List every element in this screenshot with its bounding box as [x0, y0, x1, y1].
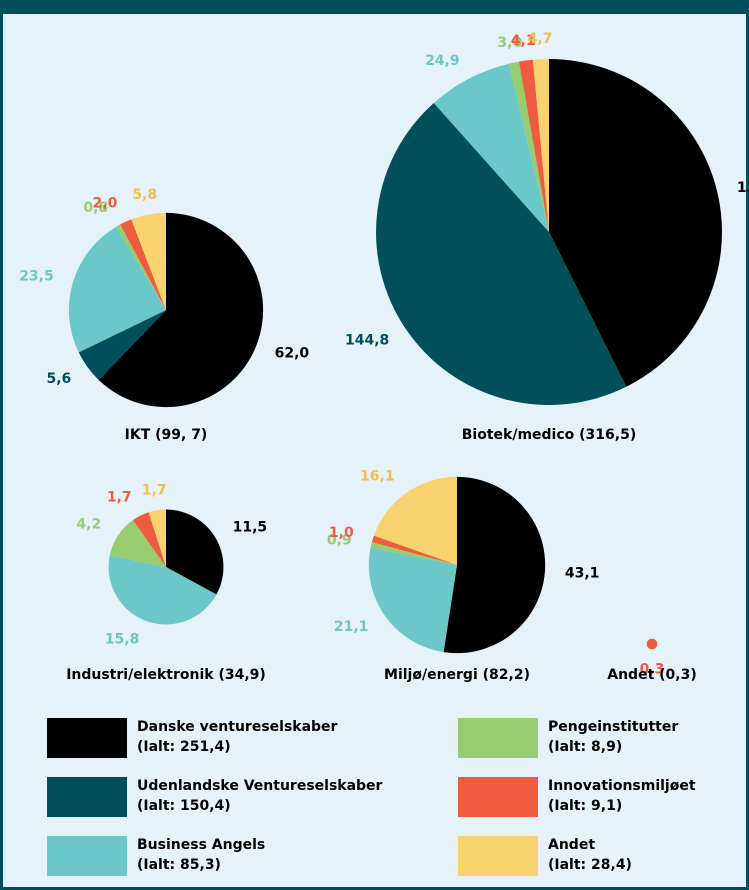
legend-swatch — [47, 836, 127, 876]
legend-label: Andet — [548, 837, 595, 853]
value-label: 4,1 — [511, 33, 536, 49]
legend-total: (Ialt: 85,3) — [137, 857, 221, 873]
pie-slice — [78, 310, 166, 380]
pie-slice — [518, 59, 549, 232]
value-label: 2,0 — [93, 195, 118, 211]
pie-slice — [443, 476, 546, 654]
pie-title: Biotek/medico (316,5) — [462, 427, 636, 443]
value-label: 5,8 — [132, 187, 157, 203]
value-label: 62,0 — [275, 346, 310, 362]
value-label: 3,0 — [497, 35, 522, 51]
pie-slice — [646, 638, 658, 650]
value-label: 5,6 — [46, 371, 71, 387]
legend-total: (Ialt: 28,4) — [548, 857, 632, 873]
value-label: 1,0 — [329, 525, 354, 541]
pie-slice — [549, 59, 722, 387]
legend-swatch — [458, 777, 538, 817]
pie-slice — [131, 212, 166, 310]
legend-label: Danske ventureselskaber — [137, 719, 338, 735]
pie-slice — [433, 63, 549, 232]
legend-label: Business Angels — [137, 837, 265, 853]
legend-total: (Ialt: 9,1) — [548, 798, 622, 814]
value-label: 4,2 — [76, 517, 101, 533]
value-label: 0,8 — [83, 200, 108, 216]
pie-slice — [532, 59, 549, 233]
pie-slice — [508, 61, 549, 233]
pie-slice — [370, 542, 457, 565]
legend-label: Innovationsmiljøet — [548, 778, 696, 794]
legend-total: (Ialt: 8,9) — [548, 739, 622, 755]
pie-slice — [120, 219, 166, 310]
legend-total: (Ialt: 251,4) — [137, 739, 231, 755]
legend-swatch — [458, 836, 538, 876]
value-label: 0,9 — [327, 532, 352, 548]
pie-slice — [132, 512, 166, 567]
value-label: 11,5 — [233, 519, 268, 535]
legend-label: Pengeinstitutter — [548, 719, 678, 735]
value-label: 0,3 — [640, 661, 665, 677]
pie-slice — [373, 476, 457, 565]
value-label: 15,8 — [105, 632, 140, 648]
pie-slice — [376, 102, 627, 405]
pie-title: Miljø/energi (82,2) — [384, 667, 530, 683]
legend-label: Udenlandske Ventureselskaber — [137, 778, 383, 794]
value-label: 144,8 — [345, 332, 389, 348]
pie-slice — [166, 509, 224, 595]
pie-slice — [371, 535, 457, 565]
value-label: 1,7 — [142, 482, 167, 498]
legend-swatch — [47, 718, 127, 758]
pie-slice — [148, 509, 166, 567]
pie-slice — [109, 519, 166, 567]
value-label: 23,5 — [19, 269, 54, 285]
pie-slice — [368, 547, 457, 653]
pie-slice — [98, 212, 264, 408]
pie-slice — [115, 224, 166, 310]
value-label: 43,1 — [565, 565, 600, 581]
pie-slice — [68, 226, 166, 353]
legend-swatch — [47, 777, 127, 817]
legend-swatch — [458, 718, 538, 758]
value-label: 1,7 — [107, 490, 132, 506]
value-label: 134,9 — [737, 180, 749, 196]
pie-title: Andet (0,3) — [607, 667, 696, 683]
pie-title: IKT (99, 7) — [125, 427, 208, 443]
legend-total: (Ialt: 150,4) — [137, 798, 231, 814]
value-label: 16,1 — [360, 469, 395, 485]
pie-title: Industri/elektronik (34,9) — [66, 667, 266, 683]
value-label: 21,1 — [334, 619, 369, 635]
pie-slice — [108, 555, 217, 625]
value-label: 24,9 — [425, 53, 460, 69]
value-label: 4,7 — [528, 31, 553, 47]
